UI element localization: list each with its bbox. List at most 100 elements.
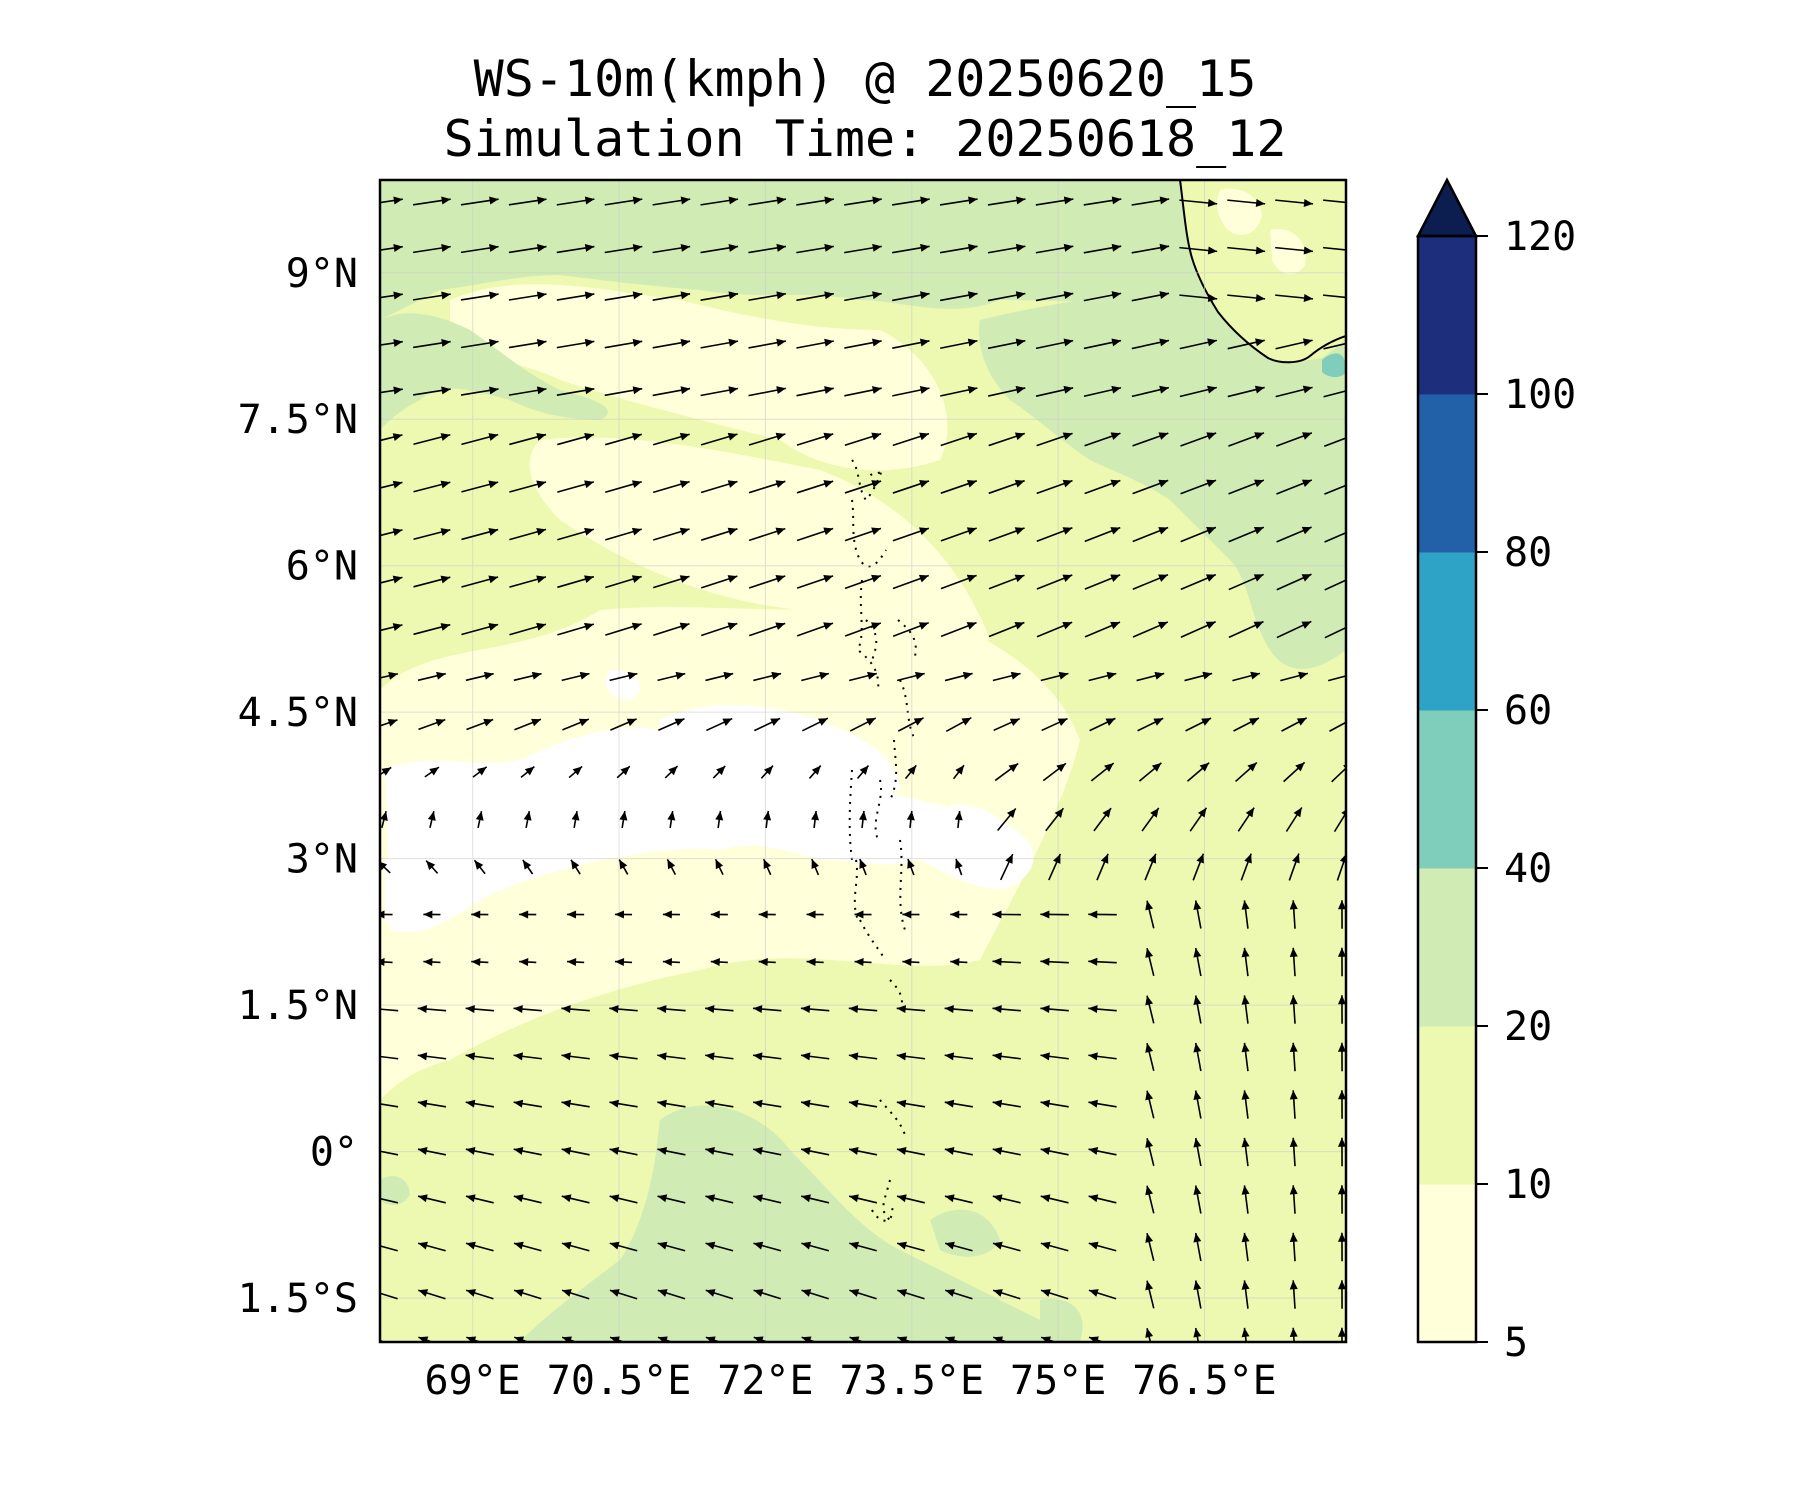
wind-arrow-shaft xyxy=(1323,294,1346,299)
wind-arrow-head xyxy=(1040,1194,1051,1203)
lat-tick-label: 4.5°N xyxy=(238,690,358,736)
wind-arrow-shaft xyxy=(1323,199,1346,204)
wind-arrow-head xyxy=(584,480,594,489)
wind-arrow-head xyxy=(776,386,786,395)
wind-arrow-head xyxy=(489,244,499,252)
wind-arrow-shaft xyxy=(380,1055,399,1060)
wind-arrow-head xyxy=(477,766,487,776)
wind-arrow-head xyxy=(950,910,960,919)
wind-arrow-head xyxy=(1254,479,1264,488)
wind-arrow-head xyxy=(1196,853,1204,864)
wind-arrow-head xyxy=(1088,1241,1099,1250)
wind-arrow-head xyxy=(770,718,781,726)
wind-arrow-head xyxy=(680,243,691,252)
wind-arrow-head xyxy=(824,338,834,347)
wind-arrow-head xyxy=(370,1242,380,1250)
atoll-outline xyxy=(851,499,887,568)
wind-arrow-head xyxy=(441,291,451,300)
wind-arrow-head xyxy=(848,1052,859,1061)
wind-arrow-head xyxy=(1088,1147,1099,1155)
wind-arrow-head xyxy=(728,386,738,395)
wind-arrow-head xyxy=(1145,995,1154,1006)
wind-arrow-head xyxy=(381,767,392,776)
wind-arrow-head xyxy=(1145,1233,1154,1243)
wind-arrow-head xyxy=(561,1289,572,1297)
wind-arrow-head xyxy=(584,338,595,347)
wind-arrow-head xyxy=(1202,671,1213,680)
wind-arrow-head xyxy=(902,910,912,919)
wind-arrow-head xyxy=(1193,947,1202,958)
wind-arrow-head xyxy=(918,622,929,630)
wind-arrow-head xyxy=(902,958,912,967)
wind-arrow-head xyxy=(657,1052,667,1061)
wind-arrow-head xyxy=(1250,671,1260,680)
wind-arrow-head xyxy=(913,717,924,726)
wind-arrow-head xyxy=(1063,338,1074,347)
wind-arrow-head xyxy=(722,718,733,726)
wind-arrow-head xyxy=(429,767,439,776)
wind-arrow-head xyxy=(388,671,398,680)
wind-arrow-head xyxy=(584,575,594,584)
wind-arrow-head xyxy=(1111,196,1122,205)
wind-arrow-head xyxy=(961,717,972,726)
wind-arrow-head xyxy=(513,1005,523,1014)
wind-arrow-head xyxy=(1298,671,1308,680)
wind-arrow-head xyxy=(966,574,977,583)
lon-tick-label: 76.5°E xyxy=(1132,1358,1277,1404)
wind-arrow-head xyxy=(513,1241,524,1250)
wind-arrow-head xyxy=(667,811,676,821)
wind-arrow-head xyxy=(801,1194,811,1203)
wind-arrow-head xyxy=(1014,479,1025,488)
wind-arrow-head xyxy=(1193,1185,1202,1196)
wind-arrow-head xyxy=(849,1194,859,1203)
wind-arrow-head xyxy=(436,671,446,680)
wind-arrow-head xyxy=(1062,432,1073,441)
wind-arrow-head xyxy=(776,291,786,300)
wind-arrow-head xyxy=(1006,808,1016,818)
wind-arrow-head xyxy=(1352,247,1361,255)
wind-arrow-head xyxy=(823,622,834,630)
wind-arrow-head xyxy=(1057,718,1068,726)
wind-arrow-head xyxy=(609,1052,619,1061)
wind-arrow-head xyxy=(610,1336,620,1342)
wind-arrow-head xyxy=(1100,853,1109,864)
wind-arrow-head xyxy=(488,528,499,536)
wind-arrow-head xyxy=(1040,1147,1051,1155)
wind-arrow-head xyxy=(1088,1194,1099,1203)
colorbar-frame xyxy=(1416,234,1478,1344)
wind-arrow-head xyxy=(1193,1137,1202,1148)
wind-arrow-head xyxy=(657,1289,668,1297)
wind-arrow-head xyxy=(513,1099,524,1108)
wind-arrow-head xyxy=(418,1336,429,1342)
colorbar-segment xyxy=(1418,394,1476,553)
wind-arrow-head xyxy=(1015,338,1026,347)
wind-arrow-head xyxy=(727,432,738,441)
wind-arrow-head xyxy=(1303,246,1314,255)
wind-arrow-head xyxy=(871,386,882,394)
wind-arrow-head xyxy=(567,958,577,967)
wind-arrow-head xyxy=(1339,854,1346,863)
wind-arrow-head xyxy=(679,527,690,536)
wind-arrow-head xyxy=(967,338,978,347)
wind-arrow-head xyxy=(392,623,403,631)
wind-arrow-head xyxy=(1009,718,1020,727)
wind-arrow-head xyxy=(801,1147,811,1155)
wind-arrow-head xyxy=(393,196,403,205)
wind-arrow-head xyxy=(536,196,547,205)
wind-arrow-head xyxy=(1289,1232,1298,1243)
wind-arrow-head xyxy=(489,338,499,347)
wind-arrow-head xyxy=(1158,432,1169,440)
colorbar-segment xyxy=(1418,868,1476,1027)
wind-arrow-head xyxy=(1145,948,1154,958)
wind-arrow-head xyxy=(657,1099,667,1108)
wind-arrow-head xyxy=(1302,385,1313,394)
wind-arrow-head xyxy=(417,1052,428,1061)
wind-arrow-head xyxy=(715,859,724,870)
wind-arrow-head xyxy=(627,671,638,680)
wind-arrow-head xyxy=(392,528,403,536)
low-speed-region xyxy=(380,284,1080,1100)
wind-arrow-head xyxy=(392,480,403,489)
wind-arrow-shaft xyxy=(1331,767,1346,783)
colorbar-segment xyxy=(1418,236,1476,395)
wind-arrow-head xyxy=(370,1052,379,1060)
